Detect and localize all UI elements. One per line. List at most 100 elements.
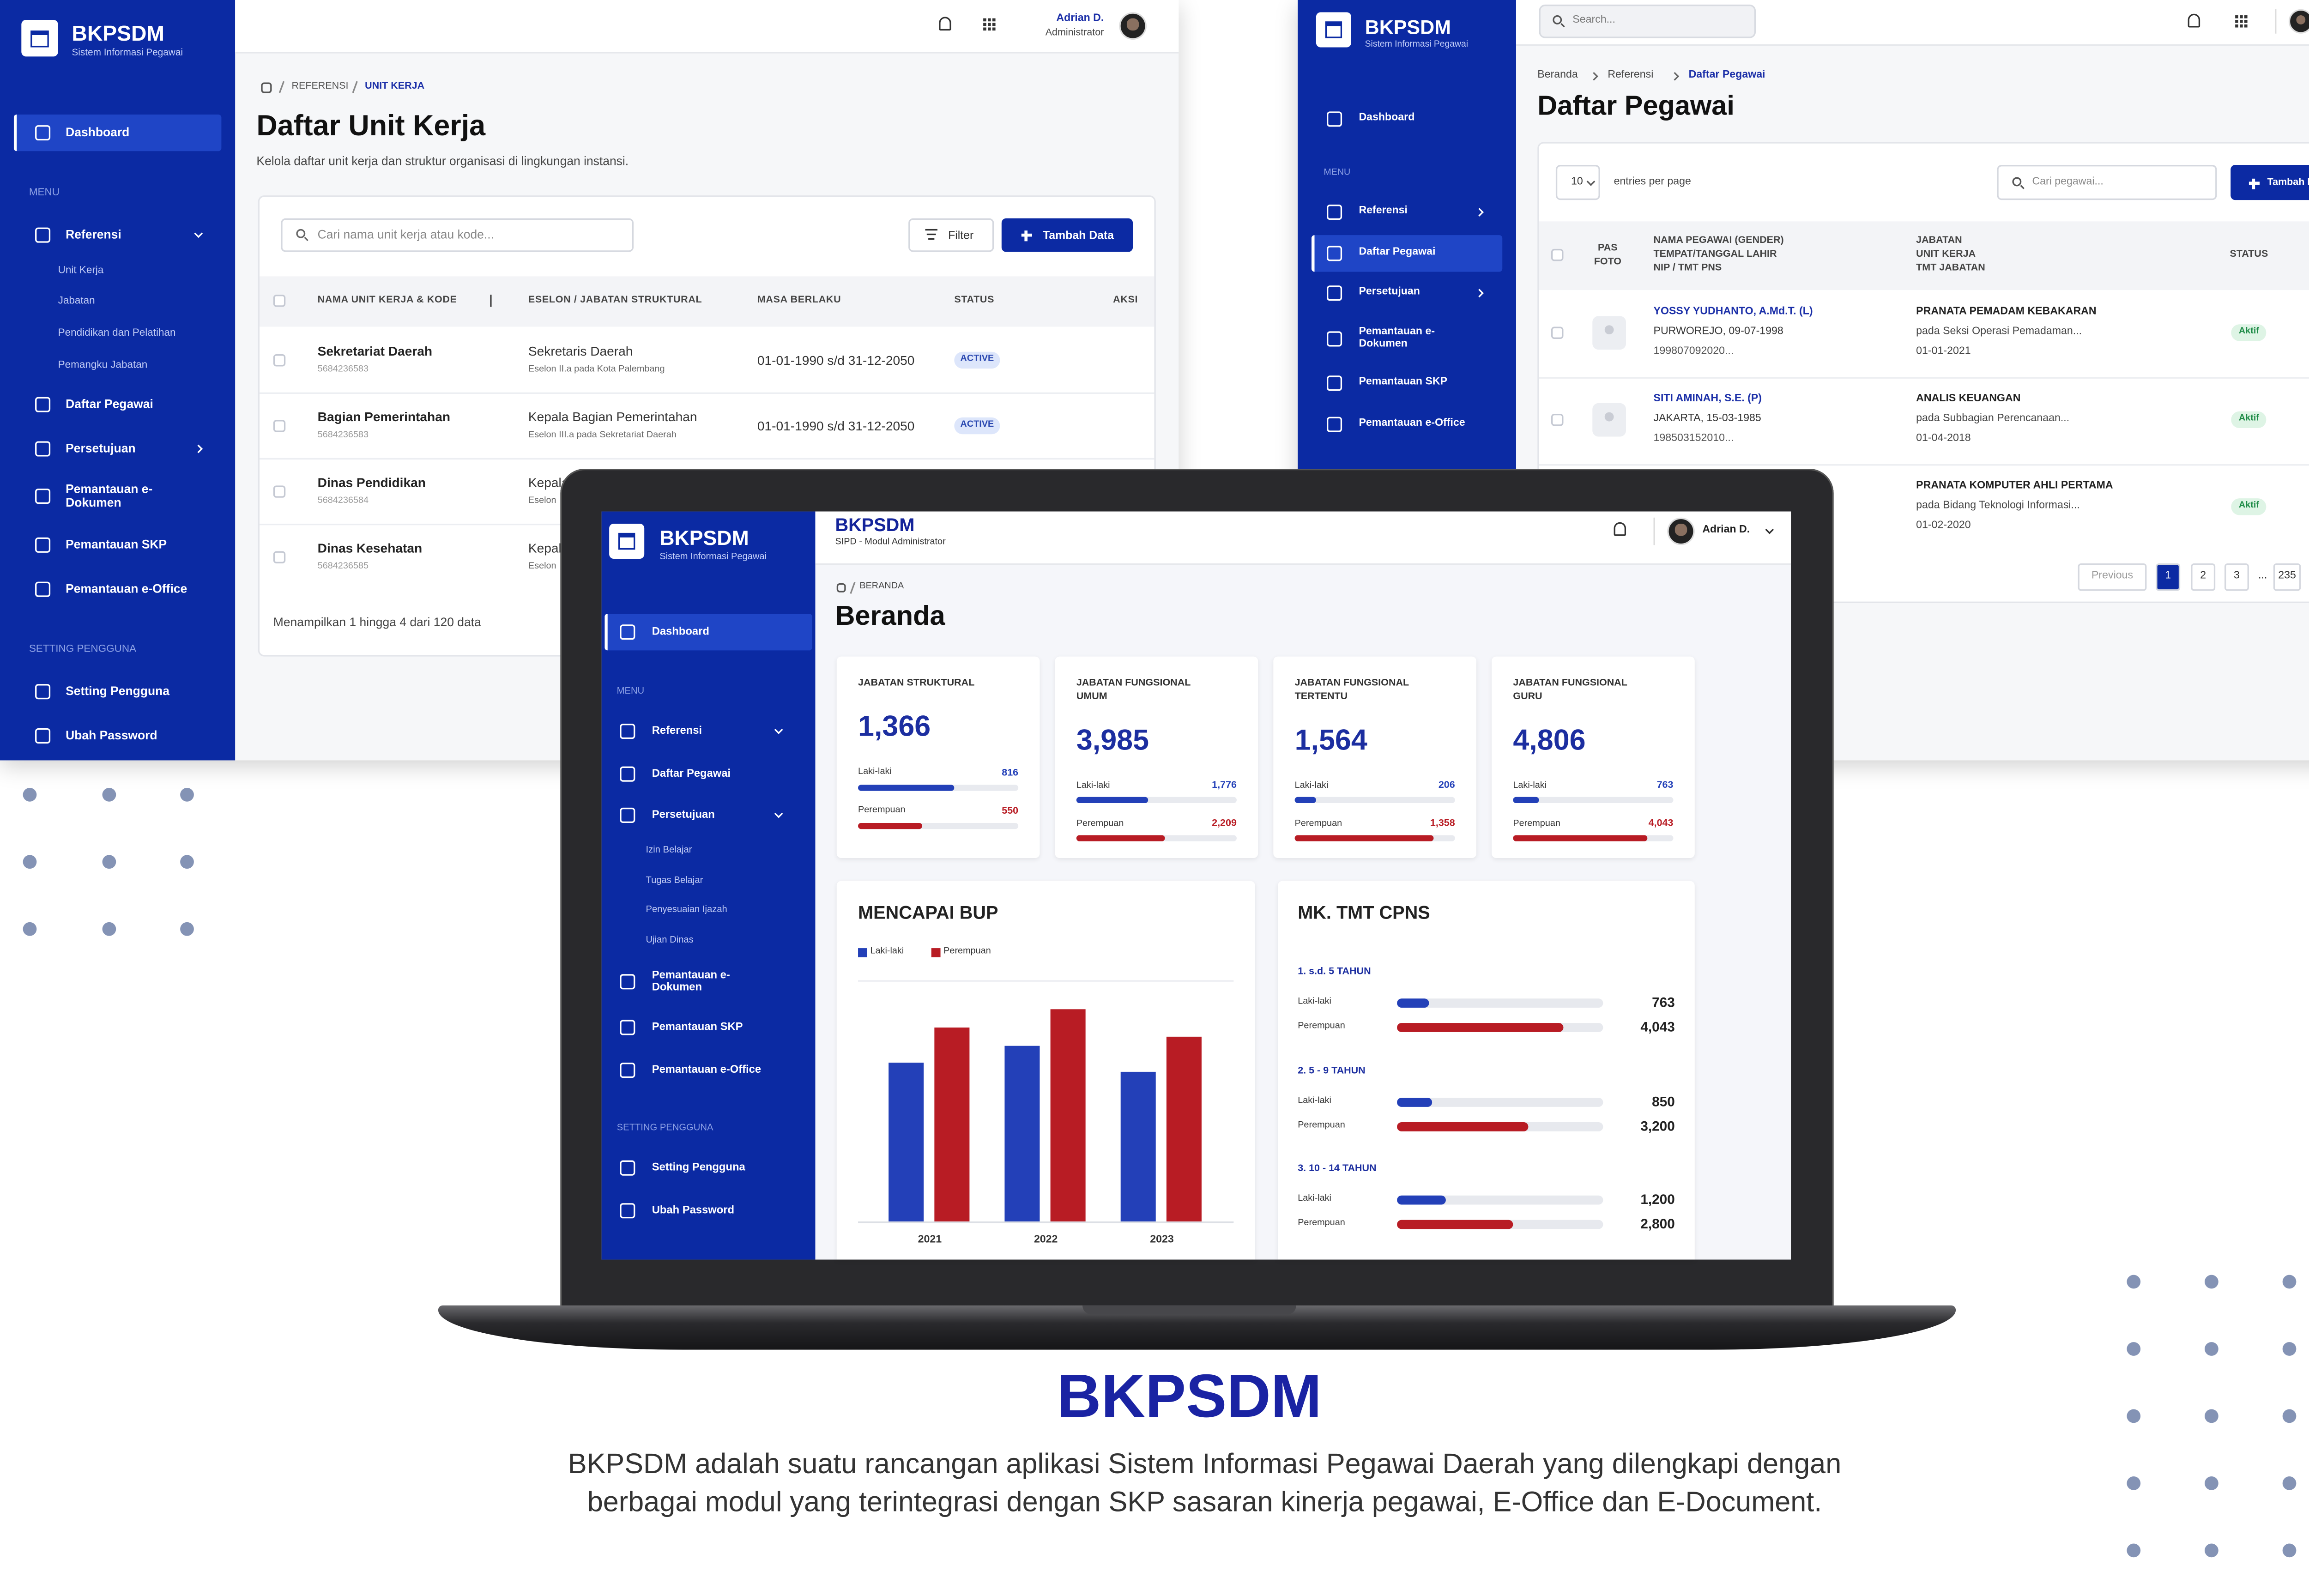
checkbox[interactable]	[273, 354, 286, 367]
baseline	[858, 1221, 1234, 1223]
table-footer: Menampilkan 1 hingga 4 dari 120 data	[273, 616, 481, 629]
dot	[2126, 1408, 2140, 1422]
page-button[interactable]	[2078, 563, 2147, 591]
breadcrumb[interactable]: Beranda	[1537, 70, 1578, 81]
checkbox[interactable]	[273, 420, 286, 432]
bar	[1397, 998, 1429, 1008]
sidebar-item[interactable]: Referensi	[652, 723, 702, 737]
entries-select[interactable]	[1555, 165, 1600, 200]
sidebar-item[interactable]: Pemantauan SKP	[652, 1019, 743, 1034]
card-value: 2,209	[1212, 819, 1237, 830]
bar	[1397, 1097, 1432, 1106]
sidebar-subitem[interactable]: Pendidikan dan Pelatihan	[58, 328, 176, 339]
breadcrumb[interactable]: Referensi	[1608, 70, 1654, 81]
bar	[1120, 1071, 1156, 1221]
brand-logo-mark	[30, 30, 49, 47]
sidebar-item[interactable]: Pemantauan e-Dokumen	[66, 482, 153, 510]
column-header: NAMA PEGAWAI (GENDER)	[1653, 235, 1784, 246]
sidebar-item[interactable]: Pemantauan e-Office	[1359, 418, 1465, 429]
legend-label: Laki-laki	[870, 947, 904, 956]
sidebar-item[interactable]: Pemantauan e-Office	[652, 1062, 762, 1076]
search-box[interactable]	[1539, 4, 1756, 38]
employee-position: PRANATA KOMPUTER AHLI PERTAMA	[1916, 480, 2113, 491]
icon	[836, 583, 846, 592]
bell-icon	[2188, 13, 2200, 28]
checkbox[interactable]	[1551, 413, 1564, 426]
value-label: 1,200	[1640, 1191, 1675, 1207]
sidebar-item[interactable]: Setting Pengguna	[66, 684, 169, 698]
card-title: JABATAN FUNGSIONAL GURU	[1513, 677, 1627, 702]
grid-icon	[992, 23, 995, 25]
search-placeholder: Cari nama unit kerja atau kode...	[317, 228, 494, 242]
bar	[1166, 1036, 1202, 1221]
plus-icon	[1025, 230, 1027, 241]
sidebar-item[interactable]: Ubah Password	[652, 1203, 734, 1216]
bar	[934, 1028, 970, 1221]
sidebar-subitem[interactable]: Pemangku Jabatan	[58, 360, 148, 371]
brand-subtitle: Sistem Informasi Pegawai	[659, 553, 767, 562]
sidebar-item[interactable]: Ubah Password	[66, 728, 157, 743]
sidebar-item[interactable]: Pemantauan e-Office	[66, 582, 187, 596]
sidebar-item[interactable]: Daftar Pegawai	[1359, 247, 1436, 258]
sidebar-subitem[interactable]: Penyesuaian Ijazah	[646, 904, 727, 915]
series-label: Perempuan	[1076, 820, 1124, 829]
checkbox[interactable]	[273, 485, 286, 498]
sidebar-item[interactable]: Daftar Pegawai	[652, 766, 731, 780]
brand-logo	[21, 19, 58, 57]
sidebar-item[interactable]: Pemantauan SKP	[1359, 376, 1448, 388]
checkbox[interactable]	[273, 551, 286, 563]
column-header: MASA BERLAKU	[757, 295, 841, 306]
sidebar-subitem[interactable]: Ujian Dinas	[646, 935, 694, 946]
stat-card: JABATAN FUNGSIONAL UMUM 3,985 Laki-laki 1,7…	[1055, 656, 1258, 858]
page-button[interactable]	[2156, 563, 2181, 591]
page-button[interactable]	[2224, 563, 2249, 591]
sidebar-item[interactable]: Referensi	[66, 228, 121, 242]
search-box[interactable]	[1997, 165, 2217, 200]
dot	[22, 787, 36, 801]
employee-tmt: 01-01-2021	[1916, 346, 1971, 357]
user-role: Administrator	[1045, 27, 1104, 38]
employee-name[interactable]: YOSSY YUDHANTO, A.Md.T. (L)	[1653, 306, 1813, 318]
sidebar-item[interactable]: Setting Pengguna	[652, 1160, 745, 1174]
sort-icon	[490, 295, 491, 307]
checkbox[interactable]	[1551, 248, 1564, 261]
bar	[889, 1063, 924, 1221]
dot	[2281, 1274, 2296, 1288]
employee-name[interactable]: SITI AMINAH, S.E. (P)	[1653, 393, 1762, 405]
add-button[interactable]	[2230, 165, 2309, 200]
user-name[interactable]: Adrian D.	[1702, 525, 1750, 536]
sidebar-item[interactable]: Dashboard	[66, 125, 130, 139]
sidebar-active	[13, 114, 222, 151]
brand-logo-mark	[1324, 22, 1342, 38]
sidebar-item[interactable]: Persetujuan	[1359, 286, 1420, 298]
sidebar-item[interactable]: Persetujuan	[652, 807, 715, 821]
icon	[35, 227, 51, 243]
employee-unit: pada Subbagian Perencanaan...	[1916, 413, 2070, 424]
employee-birth: PURWOREJO, 09-07-1998	[1653, 326, 1783, 338]
sidebar-item[interactable]: Daftar Pegawai	[66, 397, 153, 411]
checkbox[interactable]	[273, 295, 286, 307]
checkbox[interactable]	[1551, 326, 1564, 339]
sidebar-item[interactable]: Pemantauan e-Dokumen	[1359, 326, 1435, 350]
card-row: Perempuan 2,209	[1076, 819, 1237, 829]
bar-track	[1076, 835, 1237, 842]
sidebar-item[interactable]: Referensi	[1359, 206, 1408, 217]
sidebar-subitem[interactable]: Izin Belajar	[646, 845, 692, 856]
search-box[interactable]	[281, 218, 634, 252]
page-button[interactable]	[2191, 563, 2216, 591]
sidebar-subitem[interactable]: Unit Kerja	[58, 266, 104, 277]
icon	[620, 1020, 635, 1035]
sidebar-subitem[interactable]: Jabatan	[58, 296, 95, 307]
employee-unit: pada Seksi Operasi Pemadaman...	[1916, 326, 2082, 338]
sidebar-item[interactable]: Dashboard	[1359, 113, 1415, 124]
sidebar-item[interactable]: Persetujuan	[66, 441, 136, 455]
page-button[interactable]	[2273, 563, 2301, 591]
filter-button[interactable]	[908, 218, 994, 252]
breadcrumb[interactable]: REFERENSI	[291, 81, 349, 92]
column-header: STATUS	[954, 295, 995, 306]
sidebar-item[interactable]: Dashboard	[652, 624, 709, 638]
sidebar-subitem[interactable]: Tugas Belajar	[646, 875, 703, 886]
user-name[interactable]: Adrian D.	[1056, 13, 1104, 24]
sidebar-item[interactable]: Pemantauan SKP	[66, 538, 167, 552]
sidebar-item[interactable]: Pemantauan e-Dokumen	[652, 967, 730, 994]
